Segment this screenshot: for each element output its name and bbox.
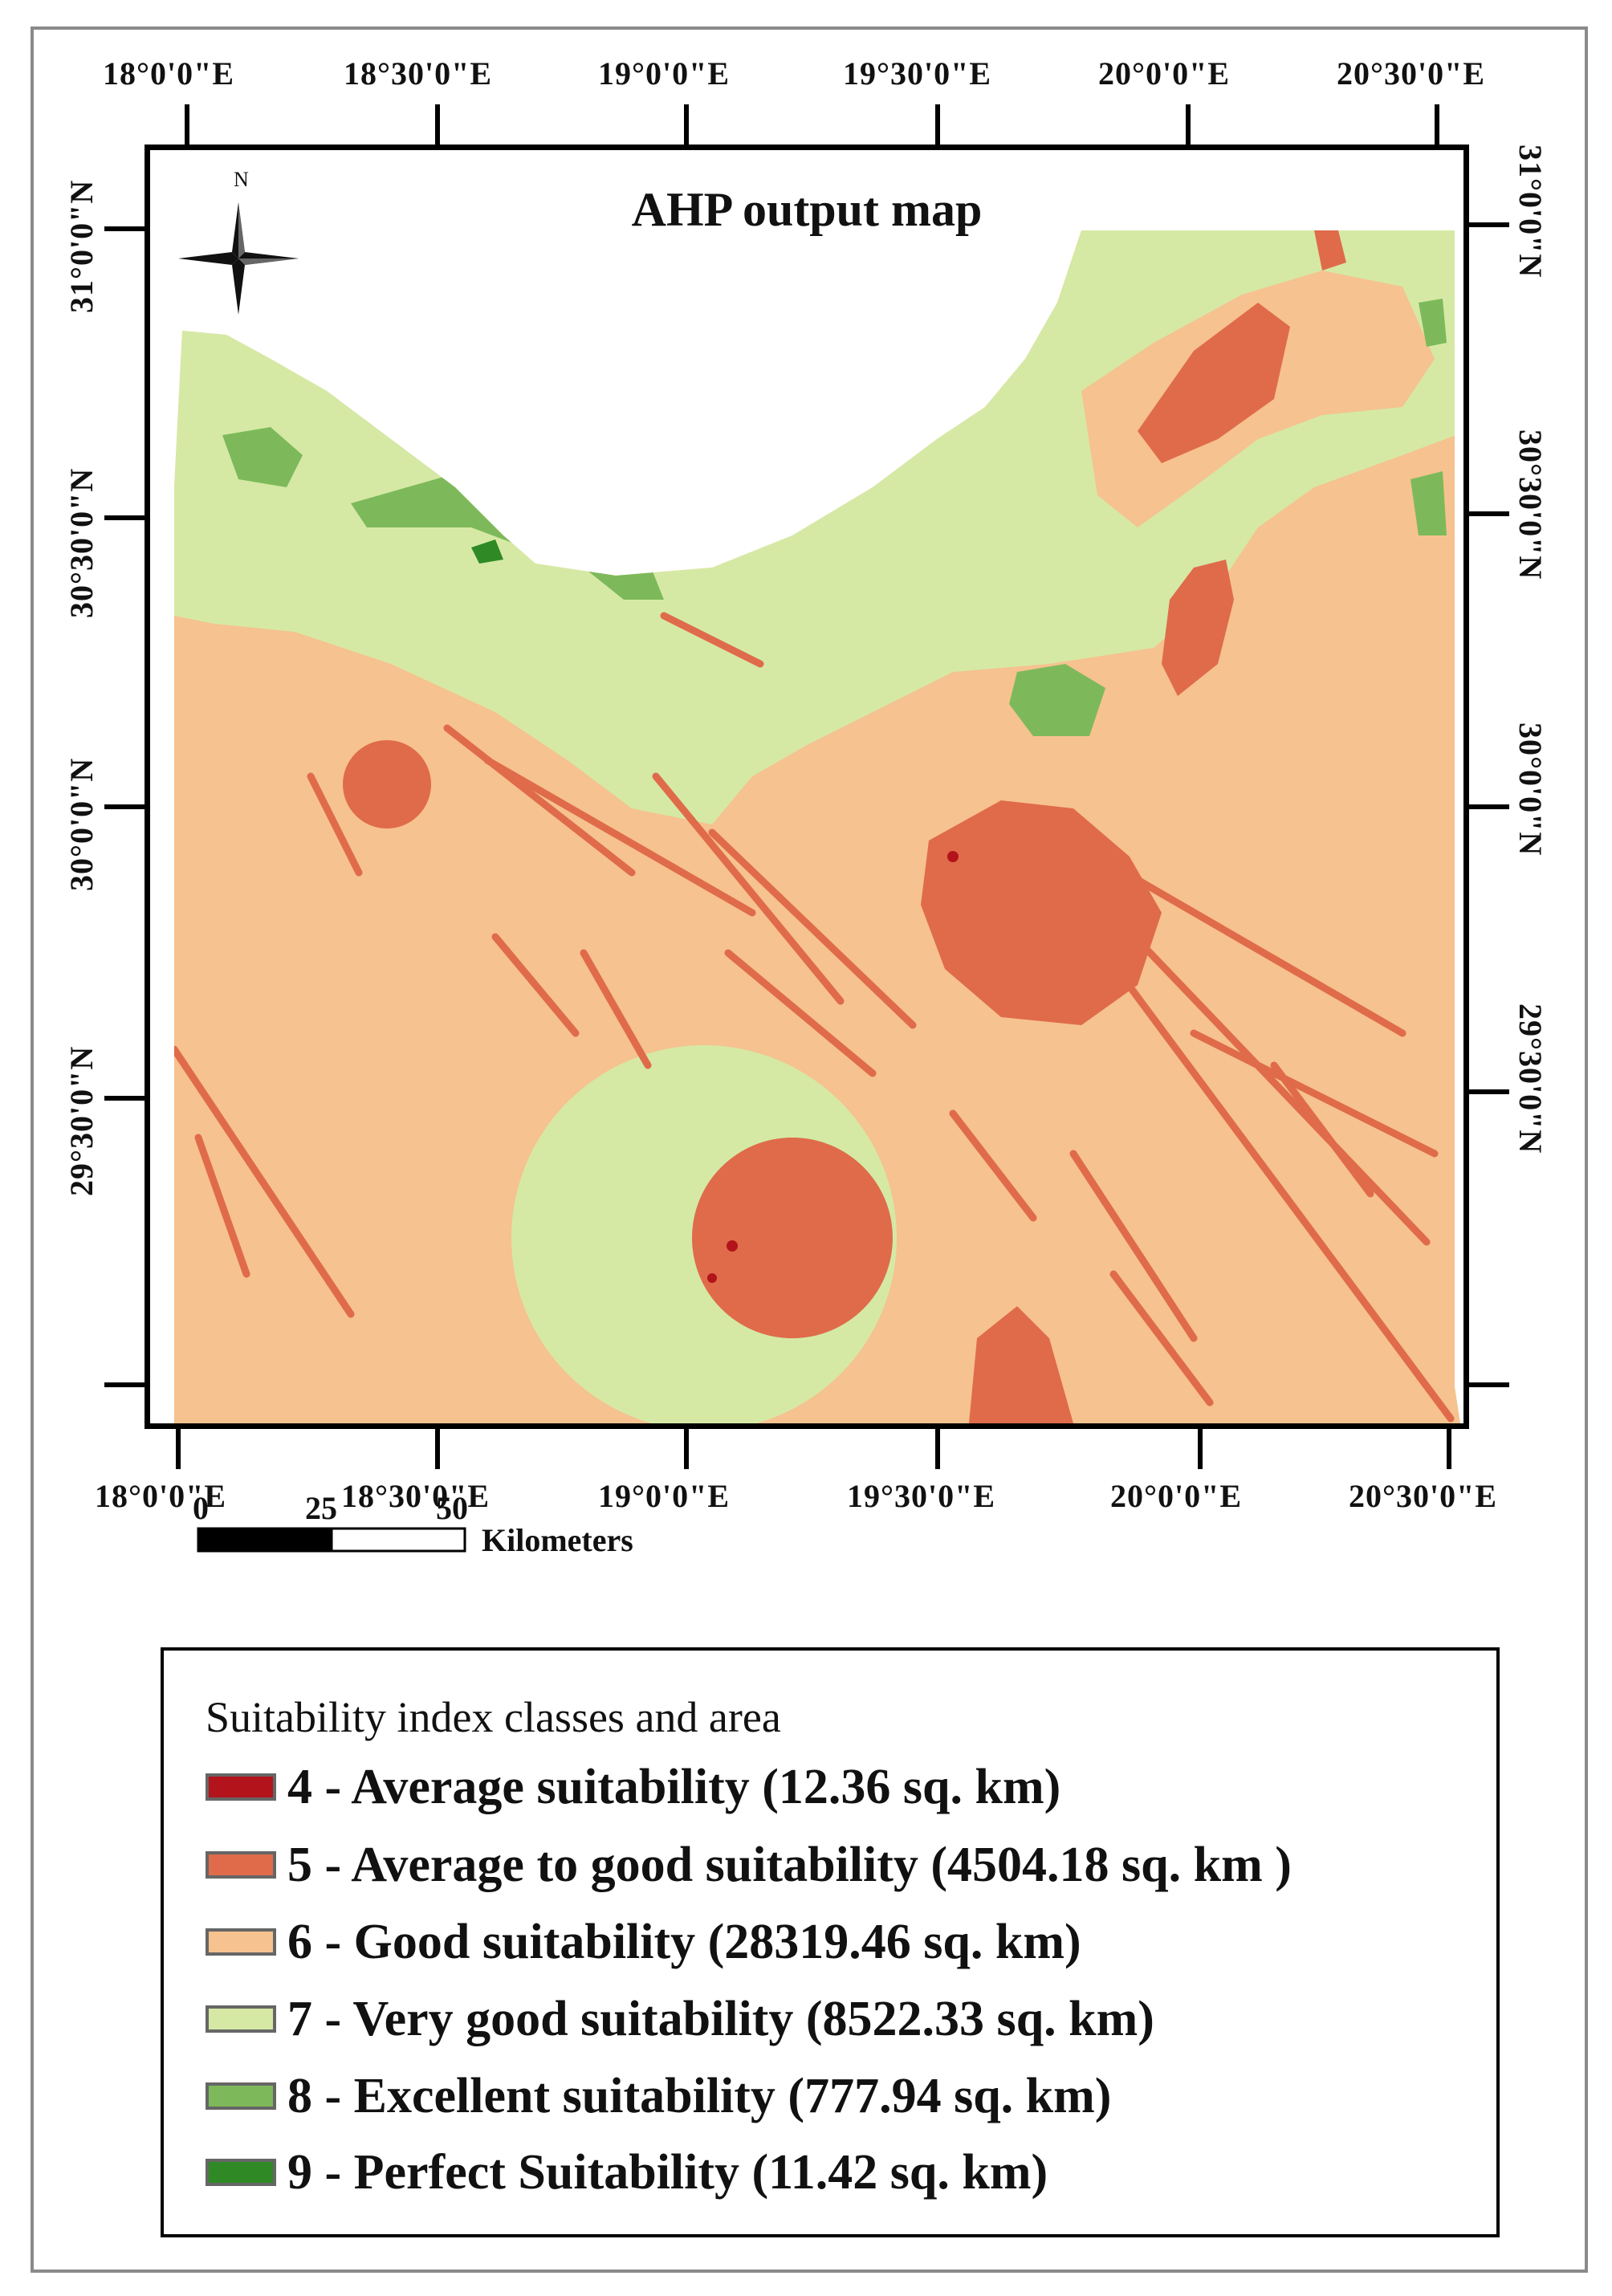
legend-title: Suitability index classes and area	[206, 1693, 781, 1741]
swatch-class5	[206, 1851, 276, 1879]
lon-label-top-1: 18°0'0"E	[103, 55, 234, 92]
swatch-class4	[206, 1773, 276, 1801]
scale-label-50: 50	[436, 1490, 468, 1526]
class4-speck-3	[707, 1273, 717, 1283]
legend-label-class9: 9 - Perfect Suitability (11.42 sq. km)	[287, 2144, 1048, 2200]
legend-label-class5: 5 - Average to good suitability (4504.18…	[287, 1837, 1292, 1892]
lat-label-right-3: 30°0'0"N	[1512, 723, 1549, 857]
suitability-map: N	[174, 168, 1460, 1423]
lat-label-left-2: 30°30'0"N	[63, 467, 100, 618]
legend-label-class7: 7 - Very good suitability (8522.33 sq. k…	[287, 1991, 1154, 2046]
lat-label-right-1: 31°0'0"N	[1512, 145, 1549, 279]
class5-east-oval	[1162, 560, 1234, 696]
class8-west-patch	[222, 427, 303, 487]
class8-coast-patch-2	[1410, 471, 1447, 535]
legend-label-class4: 4 - Average suitability (12.36 sq. km)	[287, 1759, 1061, 1814]
swatch-class9	[206, 2159, 276, 2186]
legend-item-class4: 4 - Average suitability (12.36 sq. km)	[206, 1759, 1060, 1815]
lon-label-bottom-2: 18°30'0"E	[341, 1478, 490, 1514]
map-title: AHP output map	[631, 183, 983, 236]
north-arrow-icon	[178, 202, 299, 315]
legend-item-class6: 6 - Good suitability (28319.46 sq. km)	[206, 1914, 1081, 1970]
lat-label-left-4: 29°30'0"N	[63, 1045, 100, 1196]
class5-northeast-patch	[1138, 303, 1290, 463]
lon-label-top-6: 20°30'0"E	[1337, 55, 1485, 92]
class5-west-circle	[343, 740, 431, 828]
lat-label-left-3: 30°0'0"N	[63, 757, 100, 891]
legend-label-class6: 6 - Good suitability (28319.46 sq. km)	[287, 1914, 1081, 1969]
class8-east-patch	[1009, 664, 1105, 736]
lon-label-bottom-6: 20°30'0"E	[1349, 1478, 1497, 1514]
lon-label-bottom-1: 18°0'0"E	[95, 1478, 226, 1514]
legend-item-class7: 7 - Very good suitability (8522.33 sq. k…	[206, 1991, 1154, 2047]
lon-label-bottom-5: 20°0'0"E	[1110, 1478, 1242, 1514]
swatch-class7	[206, 2005, 276, 2033]
north-label: N	[234, 168, 249, 191]
lon-label-bottom-3: 19°0'0"E	[598, 1478, 730, 1514]
class5-south-circle	[692, 1138, 893, 1338]
scale-label-25: 25	[305, 1490, 337, 1526]
lon-label-top-4: 19°30'0"E	[843, 55, 991, 92]
legend-item-class5: 5 - Average to good suitability (4504.18…	[206, 1837, 1292, 1893]
legend: Suitability index classes and area 4 - A…	[161, 1647, 1500, 2237]
legend-item-class8: 8 - Excellent suitability (777.94 sq. km…	[206, 2068, 1111, 2124]
scale-bar-graphic	[197, 1527, 466, 1553]
lat-label-right-2: 30°30'0"N	[1512, 429, 1549, 580]
class5-south-lobe	[969, 1306, 1073, 1423]
class8-coast-patch-1	[1419, 299, 1447, 347]
scale-label-0: 0	[193, 1490, 209, 1526]
legend-label-class8: 8 - Excellent suitability (777.94 sq. km…	[287, 2068, 1112, 2123]
map-frame: N AHP output map	[145, 145, 1469, 1429]
scale-unit: Kilometers	[482, 1522, 633, 1558]
lon-label-top-2: 18°30'0"E	[344, 55, 492, 92]
class4-speck-2	[727, 1240, 738, 1252]
lon-label-bottom-4: 19°30'0"E	[847, 1478, 995, 1514]
class4-speck-1	[947, 851, 959, 862]
swatch-class6	[206, 1928, 276, 1956]
class5-north-spot	[1314, 230, 1346, 271]
swatch-class8	[206, 2082, 276, 2110]
class5-lineaments	[174, 612, 1455, 1423]
lat-label-left-1: 31°0'0"N	[63, 179, 100, 313]
legend-item-class9: 9 - Perfect Suitability (11.42 sq. km)	[206, 2144, 1048, 2200]
lon-label-top-5: 20°0'0"E	[1098, 55, 1230, 92]
page-border	[31, 26, 1588, 2273]
class9-patch	[471, 539, 503, 564]
lon-label-top-3: 19°0'0"E	[598, 55, 730, 92]
lat-label-right-4: 29°30'0"N	[1512, 1003, 1549, 1154]
